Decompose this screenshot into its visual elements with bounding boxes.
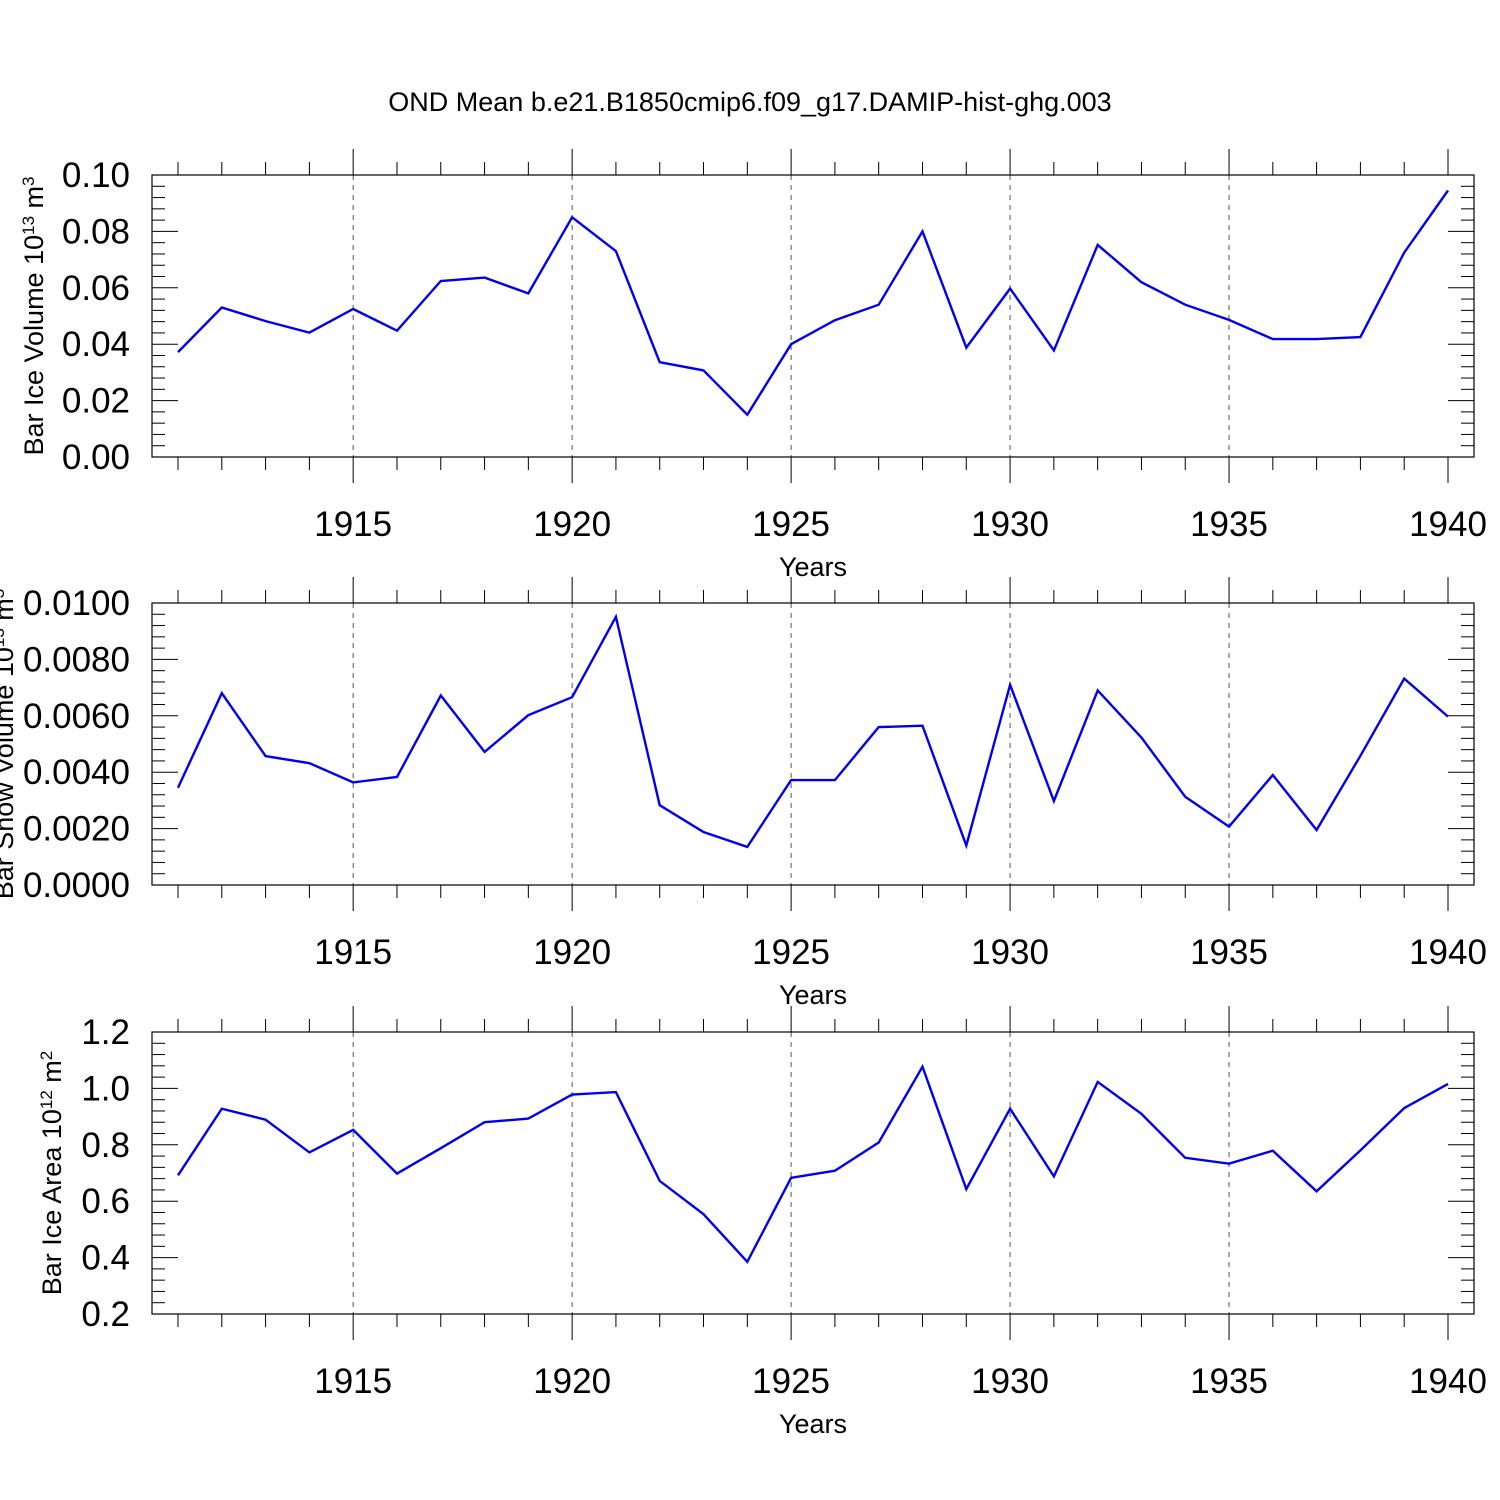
x-tick-label: 1930 (971, 1362, 1049, 1401)
x-tick-label: 1930 (971, 505, 1049, 544)
panel-3: 0.2 0.4 0.6 0.8 1.0 1.2 1915 1920 1925 1930 1935 19… (37, 1006, 1487, 1439)
y-tick-label: 0.04 (62, 325, 130, 364)
x-tick-label: 1920 (533, 933, 611, 972)
x-tick-label: 1920 (533, 505, 611, 544)
y-axis-label-unit: m (0, 598, 19, 628)
y-axis-label-exponent: 13 (19, 216, 38, 235)
y-axis-label-exponent: 12 (37, 1090, 56, 1109)
figure-title: OND Mean b.e21.B1850cmip6.f09_g17.DAMIP-… (388, 87, 1111, 117)
y-axis-label-text: Bar Ice Volume 10 (19, 235, 49, 456)
y-tick-label: 0.0000 (23, 866, 130, 905)
y-axis-label-unit: m (19, 186, 49, 216)
series-line-1 (176, 1063, 1449, 1264)
panels: 0.00 0.02 0.04 0.06 0.08 0.10 1915 1920 1925 1930… (0, 149, 1487, 1439)
x-axis-label: Years (779, 1409, 847, 1439)
x-tick-label: 1935 (1190, 933, 1268, 972)
y-tick-label: 0.8 (81, 1126, 130, 1165)
plot-frame (151, 174, 1475, 458)
x-tick-label: 1915 (314, 1362, 392, 1401)
x-axis-label: Years (779, 980, 847, 1010)
y-tick-label: 0.00 (62, 438, 130, 477)
y-tick-label: 0.0060 (23, 697, 130, 736)
x-tick-label: 1925 (752, 505, 830, 544)
x-tick-label: 1925 (752, 1362, 830, 1401)
y-tick-label: 0.10 (62, 156, 130, 195)
x-tick-label: 1930 (971, 933, 1049, 972)
y-axis-label: Bar Snow Volume 1013 m3 (0, 589, 19, 900)
panel-2: 0.0000 0.0020 0.0040 0.0060 0.0080 0.0100 1915… (0, 577, 1487, 1010)
y-tick-label: 0.2 (81, 1295, 130, 1334)
y-axis-label-unit: m (37, 1060, 67, 1090)
x-axis-label: Years (779, 552, 847, 582)
x-tick-label: 1925 (752, 933, 830, 972)
y-tick-label: 0.0100 (23, 584, 130, 623)
y-tick-label: 0.6 (81, 1182, 130, 1221)
x-tick-label: 1920 (533, 1362, 611, 1401)
y-tick-label: 0.0080 (23, 640, 130, 679)
x-tick-label: 1940 (1409, 933, 1487, 972)
y-tick-label: 0.4 (81, 1239, 130, 1278)
plot-frame (151, 602, 1475, 886)
x-tick-label: 1935 (1190, 1362, 1268, 1401)
series-line-1 (177, 189, 1449, 417)
plot-frame (151, 1031, 1475, 1315)
y-tick-label: 0.0020 (23, 810, 130, 849)
y-axis-label-text: Bar Ice Area 10 (37, 1109, 67, 1295)
y-axis-label: Bar Ice Area 1012 m2 (37, 1051, 68, 1296)
x-tick-label: 1915 (314, 505, 392, 544)
panel-1: 0.00 0.02 0.04 0.06 0.08 0.10 1915 1920 1925 1930… (19, 149, 1487, 582)
y-axis-label: Bar Ice Volume 1013 m3 (19, 176, 50, 455)
series-line-1 (176, 613, 1449, 850)
y-tick-label: 1.0 (81, 1069, 130, 1108)
y-tick-label: 0.06 (62, 269, 130, 308)
x-tick-label: 1915 (314, 933, 392, 972)
y-tick-label: 0.02 (62, 382, 130, 421)
x-tick-label: 1935 (1190, 505, 1268, 544)
y-tick-label: 0.0040 (23, 753, 130, 792)
y-axis-label-unit-exponent: 2 (37, 1051, 56, 1060)
y-axis-label-text: Bar Snow Volume 10 (0, 647, 19, 899)
y-axis-label-exponent: 13 (0, 628, 8, 647)
y-axis-label-unit-exponent: 3 (0, 589, 8, 598)
x-tick-label: 1940 (1409, 1362, 1487, 1401)
y-axis-label-unit-exponent: 3 (19, 176, 38, 185)
x-tick-label: 1940 (1409, 505, 1487, 544)
y-tick-label: 1.2 (81, 1013, 130, 1052)
y-tick-label: 0.08 (62, 212, 130, 251)
